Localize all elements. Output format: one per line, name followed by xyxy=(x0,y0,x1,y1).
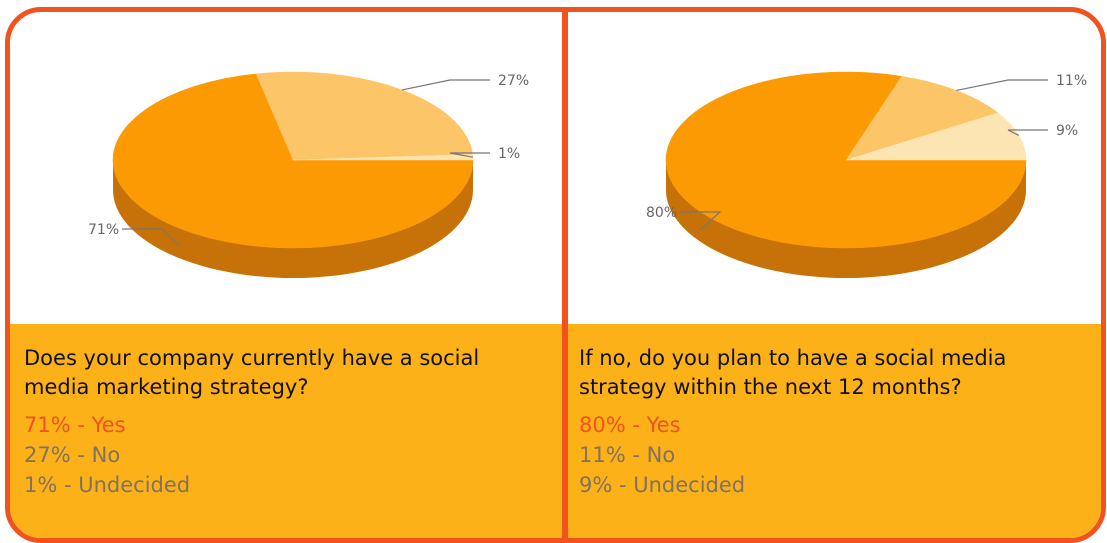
answer-no: 11% - No xyxy=(579,443,676,467)
pie-chart-future-plan: 80% 11% 9% xyxy=(646,71,1087,278)
answer-yes: 71% - Yes xyxy=(24,413,126,437)
answer-yes: 80% - Yes xyxy=(579,413,681,437)
leader-line-undecided xyxy=(1007,129,1048,136)
question-box: Does your company currently have a socia… xyxy=(10,324,562,538)
question-box: If no, do you plan to have a social medi… xyxy=(568,324,1101,538)
panel-divider xyxy=(562,12,568,538)
slice-label-yes: 71% xyxy=(88,222,119,238)
pie-slice-undecided xyxy=(292,154,474,161)
survey-panel-future-plan: 80% 11% 9% If no, do you plan to have a so… xyxy=(568,12,1101,538)
slice-label-no: 11% xyxy=(1056,73,1087,89)
pie-slice-no xyxy=(255,71,473,161)
survey-panel-current-strategy: 71% 27% 1% Does your company currently hav… xyxy=(10,12,562,538)
pie-slice-no xyxy=(845,76,999,161)
leader-line-yes xyxy=(122,228,180,247)
question-text: Does your company currently have a socia… xyxy=(24,346,480,399)
answer-undecided: 1% - Undecided xyxy=(24,473,191,497)
leader-line-no xyxy=(956,79,1048,92)
slice-label-undecided: 9% xyxy=(1056,123,1078,139)
survey-frame: 71% 27% 1% Does your company currently hav… xyxy=(5,7,1106,543)
pie-chart-area: 80% 11% 9% xyxy=(568,12,1101,324)
answer-list: 80% - Yes 11% - No 9% - Undecided xyxy=(579,410,745,500)
slice-label-undecided: 1% xyxy=(498,146,520,162)
leader-line-no xyxy=(401,79,490,91)
pie-side-walls xyxy=(113,160,473,278)
question-text: If no, do you plan to have a social medi… xyxy=(579,346,1007,399)
slice-label-no: 27% xyxy=(498,73,529,89)
answer-no: 27% - No xyxy=(24,443,121,467)
pie-chart-current-strategy: 71% 27% 1% xyxy=(88,71,529,278)
slice-label-yes: 80% xyxy=(646,205,677,221)
pie-slice-yes xyxy=(112,73,474,249)
leader-line-undecided xyxy=(449,152,490,158)
pie-side-yes xyxy=(113,160,473,278)
pie-chart-area: 71% 27% 1% xyxy=(10,12,562,324)
pie-side-yes xyxy=(666,160,1026,278)
answer-undecided: 9% - Undecided xyxy=(579,473,746,497)
answer-list: 71% - Yes 27% - No 1% - Undecided xyxy=(24,410,190,500)
leader-line-yes xyxy=(680,211,722,231)
pie-side-walls xyxy=(666,160,1026,278)
